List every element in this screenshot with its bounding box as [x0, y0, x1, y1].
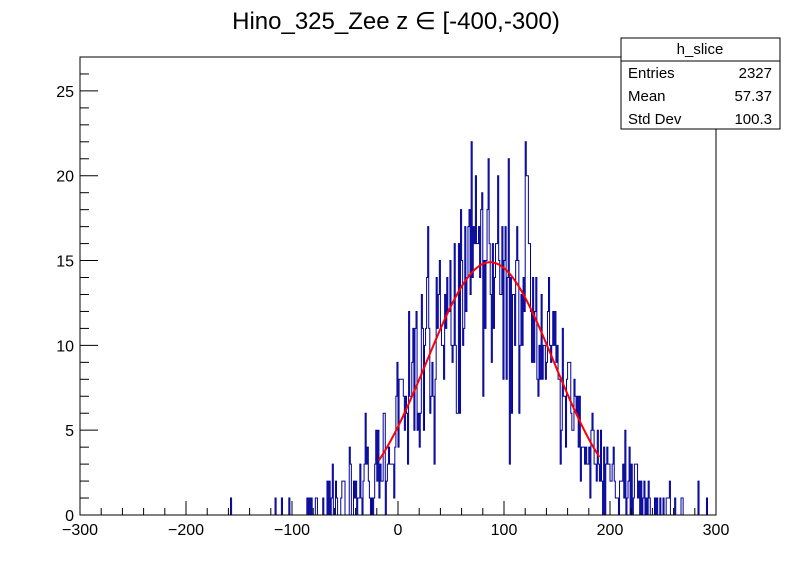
- y-axis: 0 5 10 15 20 25: [56, 56, 98, 525]
- chart-title: Hino_325_Zee z ∈ [-400,-300): [232, 8, 560, 35]
- histogram-series: [80, 141, 716, 516]
- y-tick-label: 0: [65, 508, 74, 525]
- gaussian-fit-series: [378, 261, 601, 461]
- y-tick-label: 5: [65, 423, 74, 440]
- x-tick-label: −100: [274, 522, 310, 539]
- stats-box-frame: [620, 37, 781, 130]
- stats-entries-value: 2327: [739, 65, 772, 82]
- y-tick-label: 15: [56, 254, 74, 271]
- x-tick-label: −200: [168, 522, 204, 539]
- x-tick-label: −300: [62, 522, 98, 539]
- y-tick-label: 25: [56, 84, 74, 101]
- histogram-outline: [80, 141, 716, 516]
- stats-box-title: h_slice: [677, 41, 724, 58]
- x-tick-label: 0: [394, 522, 403, 539]
- gaussian-fit-curve: [378, 261, 601, 461]
- stats-entries-label: Entries: [628, 65, 675, 82]
- stats-mean-label: Mean: [628, 88, 666, 105]
- stats-stddev-value: 100.3: [734, 111, 772, 128]
- x-tick-label: 100: [491, 522, 518, 539]
- x-tick-label: 200: [597, 522, 624, 539]
- stats-mean-value: 57.37: [734, 88, 772, 105]
- stats-box: h_slice Entries 2327 Mean 57.37 Std Dev …: [620, 37, 781, 130]
- y-tick-label: 20: [56, 169, 74, 186]
- x-tick-label: 300: [703, 522, 730, 539]
- stats-stddev-label: Std Dev: [628, 111, 682, 128]
- y-tick-label: 10: [56, 338, 74, 355]
- x-axis: −300 −200 −100 0 100 200 300: [62, 501, 729, 539]
